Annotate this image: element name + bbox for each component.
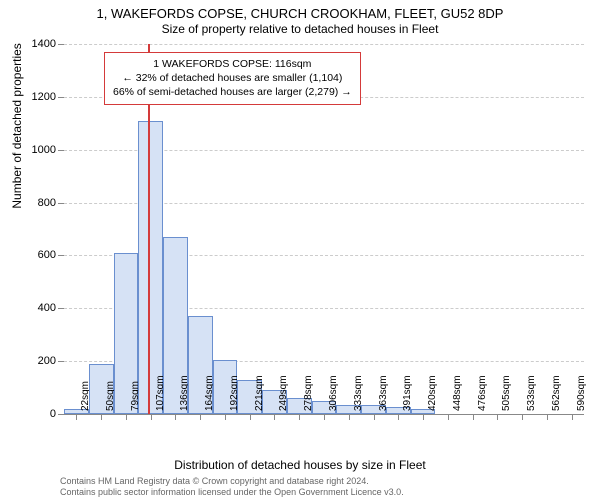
x-tick-label: 476sqm xyxy=(477,375,488,411)
y-tick xyxy=(58,255,64,256)
info-line-2: ← 32% of detached houses are smaller (1,… xyxy=(113,71,352,85)
chart-container: 1, WAKEFORDS COPSE, CHURCH CROOKHAM, FLE… xyxy=(0,0,600,500)
x-tick xyxy=(274,414,275,420)
x-axis-title: Distribution of detached houses by size … xyxy=(0,458,600,472)
x-tick xyxy=(324,414,325,420)
x-tick xyxy=(423,414,424,420)
x-tick-label: 420sqm xyxy=(427,375,438,411)
footer-line-2: Contains public sector information licen… xyxy=(60,487,404,498)
y-tick-label: 1200 xyxy=(32,91,56,103)
info-line-1: 1 WAKEFORDS COPSE: 116sqm xyxy=(113,57,352,71)
grid-line xyxy=(64,44,584,45)
y-tick xyxy=(58,97,64,98)
x-tick-label: 533sqm xyxy=(526,375,537,411)
x-tick xyxy=(374,414,375,420)
x-tick xyxy=(522,414,523,420)
y-tick-label: 1000 xyxy=(32,144,56,156)
x-tick xyxy=(473,414,474,420)
x-tick xyxy=(299,414,300,420)
x-tick-label: 363sqm xyxy=(378,375,389,411)
y-tick xyxy=(58,414,64,415)
x-tick xyxy=(349,414,350,420)
chart-subtitle: Size of property relative to detached ho… xyxy=(0,21,600,36)
x-tick-label: 562sqm xyxy=(551,375,562,411)
x-tick xyxy=(250,414,251,420)
y-tick xyxy=(58,203,64,204)
x-tick xyxy=(225,414,226,420)
histogram-bar xyxy=(138,121,163,414)
y-tick-label: 0 xyxy=(50,408,56,420)
x-tick xyxy=(572,414,573,420)
info-line-3: 66% of semi-detached houses are larger (… xyxy=(113,85,352,99)
x-tick xyxy=(200,414,201,420)
plot-area: 020040060080010001200140022sqm50sqm79sqm… xyxy=(64,44,584,415)
footer-attribution: Contains HM Land Registry data © Crown c… xyxy=(60,476,404,498)
x-tick xyxy=(175,414,176,420)
x-tick-label: 505sqm xyxy=(501,375,512,411)
x-tick xyxy=(497,414,498,420)
y-tick-label: 1400 xyxy=(32,38,56,50)
x-tick-label: 391sqm xyxy=(402,375,413,411)
y-tick-label: 600 xyxy=(38,249,56,261)
y-tick xyxy=(58,361,64,362)
y-tick-label: 400 xyxy=(38,302,56,314)
x-tick-label: 448sqm xyxy=(452,375,463,411)
x-tick xyxy=(547,414,548,420)
x-tick-label: 590sqm xyxy=(576,375,587,411)
y-axis-title: Number of detached properties xyxy=(10,43,24,208)
x-tick xyxy=(126,414,127,420)
chart-title: 1, WAKEFORDS COPSE, CHURCH CROOKHAM, FLE… xyxy=(0,0,600,21)
x-tick xyxy=(151,414,152,420)
x-tick xyxy=(398,414,399,420)
x-tick xyxy=(101,414,102,420)
y-tick-label: 800 xyxy=(38,197,56,209)
y-tick xyxy=(58,308,64,309)
x-tick xyxy=(448,414,449,420)
y-tick-label: 200 xyxy=(38,355,56,367)
x-tick xyxy=(76,414,77,420)
y-tick xyxy=(58,44,64,45)
y-tick xyxy=(58,150,64,151)
info-box: 1 WAKEFORDS COPSE: 116sqm ← 32% of detac… xyxy=(104,52,361,105)
footer-line-1: Contains HM Land Registry data © Crown c… xyxy=(60,476,404,487)
